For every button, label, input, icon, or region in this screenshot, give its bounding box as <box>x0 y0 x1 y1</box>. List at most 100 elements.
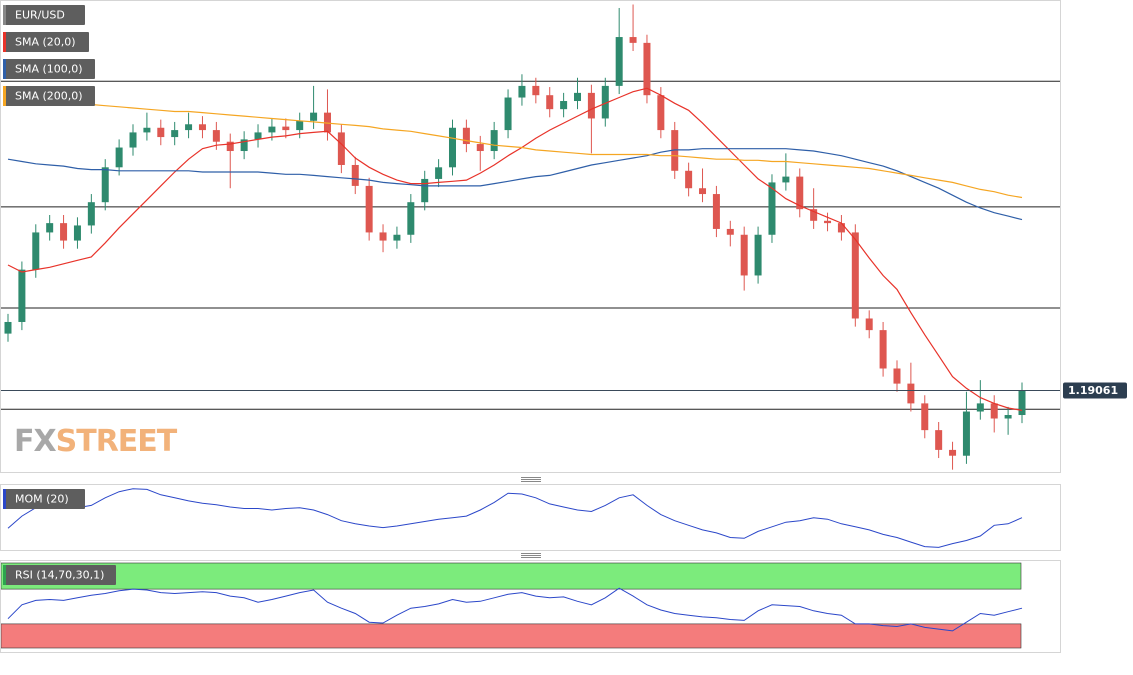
candle-body <box>685 170 693 189</box>
background-layer <box>0 562 1022 649</box>
rsi-panel-border <box>0 560 1061 653</box>
candle-body <box>935 430 943 450</box>
candle-body <box>393 234 401 241</box>
legend-label: SMA (200,0) <box>15 90 83 103</box>
candle-body <box>837 223 845 233</box>
candle-body <box>129 132 137 148</box>
candle-body <box>268 126 276 133</box>
candle-body <box>282 126 290 131</box>
candle-body <box>18 269 26 322</box>
candle-body <box>532 85 540 96</box>
candle-body <box>448 127 456 168</box>
candle-body <box>296 120 304 131</box>
candle-body <box>615 37 623 86</box>
candle-body <box>32 232 40 270</box>
candle-body <box>115 147 123 168</box>
candle-body <box>893 368 901 384</box>
candle-body <box>87 202 95 226</box>
overbought-zone <box>0 562 1022 590</box>
candle-body <box>351 164 359 186</box>
legend-label: RSI (14,70,30,1) <box>15 569 104 582</box>
candle-body <box>560 101 568 110</box>
candle-body <box>712 194 720 229</box>
candle-body <box>796 176 804 210</box>
sma-line <box>7 87 1023 411</box>
candle-body <box>240 139 248 152</box>
label-layer: 1.19061 EUR/USD SMA (20,0) SMA (100,0) SMA (… <box>3 5 1127 585</box>
legend-swatch <box>3 32 6 52</box>
candle-body <box>143 127 151 133</box>
candle-body <box>810 209 818 221</box>
candle-body <box>198 124 206 131</box>
candle-body <box>879 330 887 369</box>
candle-body <box>4 321 12 334</box>
candle-body <box>226 141 234 152</box>
legend-label: SMA (100,0) <box>15 63 83 76</box>
watermark-part: FX <box>14 424 56 459</box>
legend-box <box>3 5 85 25</box>
candle-body <box>629 37 637 43</box>
main-panel-border <box>0 0 1061 473</box>
candle-body <box>185 124 193 131</box>
candle-body <box>337 132 345 165</box>
candle-body <box>699 188 707 195</box>
candle-body <box>587 92 595 119</box>
last-price-label: 1.19061 <box>1068 384 1118 397</box>
candle-body <box>365 185 373 233</box>
candle-body <box>726 228 734 235</box>
candle-body <box>101 167 109 203</box>
legend-swatch <box>3 5 6 25</box>
candle-body <box>643 42 651 96</box>
candle-body <box>657 95 665 131</box>
candle-body <box>782 176 790 183</box>
legend-box <box>3 489 85 509</box>
candle-body <box>546 95 554 110</box>
sma-line <box>7 96 1023 199</box>
sma-line <box>7 148 1023 221</box>
candle-body <box>824 220 832 224</box>
mom-panel-border <box>0 484 1061 551</box>
candle-body <box>490 130 498 152</box>
oversold-zone <box>0 623 1022 649</box>
candle-body <box>1018 390 1026 416</box>
legend-swatch <box>3 86 6 106</box>
panel-resize-handle[interactable] <box>521 477 541 482</box>
legend-swatch <box>3 59 6 79</box>
candle-body <box>171 130 179 138</box>
candle-body <box>851 232 859 319</box>
candle-body <box>976 403 984 412</box>
candle-body <box>462 127 470 145</box>
candle-body <box>1004 415 1012 419</box>
candle-body <box>212 130 220 142</box>
legend-box <box>3 32 89 52</box>
candle-body <box>60 223 68 241</box>
panel-resize-handle[interactable] <box>521 553 541 558</box>
candle-body <box>73 225 81 241</box>
candle-body <box>574 92 582 102</box>
candle-body <box>435 167 443 179</box>
legend-box <box>3 59 95 79</box>
candle-body <box>601 85 609 119</box>
mark-layer <box>1 4 1060 632</box>
candle-body <box>754 234 762 276</box>
candle-body <box>421 178 429 203</box>
candle-body <box>949 449 957 456</box>
legend-box <box>3 565 116 585</box>
candle-body <box>518 85 526 98</box>
candle-body <box>157 127 165 138</box>
candle-body <box>379 232 387 241</box>
legend-label: EUR/USD <box>15 9 65 22</box>
legend-label: MOM (20) <box>15 493 69 506</box>
candle-body <box>865 318 873 331</box>
candle-body <box>254 132 262 140</box>
candle-body <box>46 223 54 233</box>
candle-body <box>504 97 512 131</box>
indicator-line <box>7 488 1023 548</box>
candle-body <box>740 234 748 276</box>
legend-swatch <box>3 489 6 509</box>
candle-body <box>962 411 970 456</box>
watermark: FXSTREET <box>14 424 178 459</box>
watermark-part: STREET <box>56 424 178 459</box>
